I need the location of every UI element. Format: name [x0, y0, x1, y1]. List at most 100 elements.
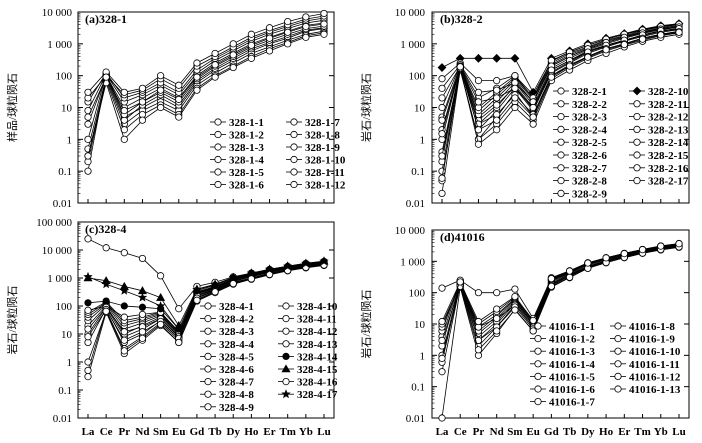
y-tick-label: 1: [67, 357, 73, 369]
legend-label: 328-2-10: [648, 86, 689, 98]
legend-marker: [534, 360, 542, 368]
series-328-1-11: [84, 9, 328, 96]
data-point: [102, 73, 110, 81]
data-point: [138, 98, 147, 106]
data-point: [229, 40, 237, 48]
data-point: [456, 63, 464, 71]
data-point: [438, 354, 446, 362]
data-point: [84, 366, 92, 375]
data-point: [602, 254, 610, 262]
legend-label: 328-2-4: [572, 124, 607, 136]
legend-marker: [282, 302, 290, 310]
legend-label: 328-1-5: [229, 167, 264, 179]
data-point: [193, 73, 201, 81]
data-point: [493, 305, 501, 313]
y-tick-label: 10: [61, 103, 73, 115]
legend-label: 41016-1-3: [549, 346, 595, 358]
legend-label: 328-2-11: [648, 99, 688, 111]
legend-marker: [534, 347, 542, 355]
data-point: [137, 292, 148, 302]
legend-marker: [282, 314, 290, 323]
data-point: [193, 296, 201, 304]
data-point: [474, 88, 483, 96]
data-point: [511, 72, 519, 80]
legend-marker: [204, 327, 212, 335]
data-point: [529, 120, 537, 128]
data-point: [566, 267, 574, 275]
x-tick-label: Pr: [473, 426, 485, 438]
data-point: [84, 135, 92, 143]
series-328-4-16: [84, 261, 328, 366]
data-point: [157, 272, 165, 280]
data-point: [474, 346, 483, 354]
data-point: [510, 53, 520, 63]
data-point: [493, 327, 501, 335]
legend-label: 328-2-17: [648, 176, 689, 188]
x-tick-label: Ce: [454, 426, 467, 438]
data-point: [284, 17, 292, 26]
legend-label: 328-1-7: [305, 117, 340, 129]
y-tick-label: 0.01: [406, 413, 425, 425]
legend-marker: [204, 302, 212, 310]
legend-marker: [204, 377, 212, 386]
data-point: [102, 297, 110, 305]
legend-label: 41016-1-10: [629, 346, 681, 358]
y-axis-label: 样品/球粒陨石: [5, 73, 19, 142]
panel-3: 100 000 10 000 1 000 100 10 1 0.1 0.01 岩石/球粒陨石 (c…: [5, 217, 338, 438]
y-tick-label: 0.1: [411, 166, 425, 178]
y-tick-label: 100: [56, 301, 73, 313]
data-point: [210, 279, 220, 289]
data-point: [155, 300, 166, 311]
legend-label: 328-2-2: [572, 99, 607, 111]
legend-marker: [614, 347, 622, 355]
legend-label: 328-2-5: [572, 137, 607, 149]
legend-marker: [282, 377, 290, 386]
legend-marker: [633, 138, 641, 146]
panel-title: (d)41016: [440, 230, 485, 244]
data-point: [320, 20, 328, 28]
x-tick-label: La: [436, 426, 449, 438]
data-point: [192, 284, 202, 294]
legend-marker: [633, 151, 641, 159]
legend-marker: [204, 403, 212, 411]
legend-label: 328-2-8: [572, 176, 607, 188]
legend-label: 328-4-4: [219, 339, 254, 351]
y-tick-label: 10: [414, 103, 426, 115]
x-tick-label: Eu: [526, 426, 539, 438]
legend-label: 41016-1-2: [549, 334, 595, 346]
data-point: [284, 28, 292, 36]
data-point: [529, 327, 537, 335]
legend-marker: [534, 334, 542, 343]
data-point: [120, 328, 128, 336]
data-point: [675, 28, 683, 36]
legend-marker: [214, 168, 222, 176]
legend-label: 41016-1-7: [549, 397, 595, 409]
legend-label: 328-2-9: [572, 188, 607, 200]
legend-marker: [614, 372, 622, 380]
data-point: [247, 54, 255, 62]
data-point: [120, 88, 128, 96]
legend-label: 41016-1-6: [549, 384, 595, 396]
y-tick-label: 1 000: [400, 256, 425, 268]
legend-marker: [557, 100, 565, 108]
panel-2: 10 000 1 000 100 10 1 0.1 0.01 岩石/球粒陨石 (b)328-2 3…: [359, 7, 690, 210]
legend-marker: [290, 155, 298, 164]
panel-1: 10 000 1 000 100 10 1 0.1 0.01 样品/球粒陨石 (a)328-1 3…: [5, 7, 346, 210]
data-point: [584, 53, 592, 61]
data-point: [84, 167, 92, 175]
legend-label: 328-4-12: [297, 326, 338, 338]
data-point: [438, 336, 446, 344]
y-axis-label: 岩石/球粒陨石: [359, 73, 373, 142]
legend-label: 328-4-9: [219, 402, 254, 414]
data-point: [319, 256, 329, 266]
x-tick-label: Tb: [563, 426, 576, 438]
legend-marker: [633, 100, 641, 108]
y-tick-label: 1: [420, 134, 426, 146]
legend-marker: [290, 168, 298, 176]
data-point: [438, 414, 446, 422]
y-axis-label: 岩石/球粒陨石: [359, 289, 373, 358]
x-tick-label: Er: [263, 426, 275, 438]
data-point: [84, 325, 92, 333]
data-point: [474, 336, 483, 344]
data-point: [157, 72, 165, 80]
